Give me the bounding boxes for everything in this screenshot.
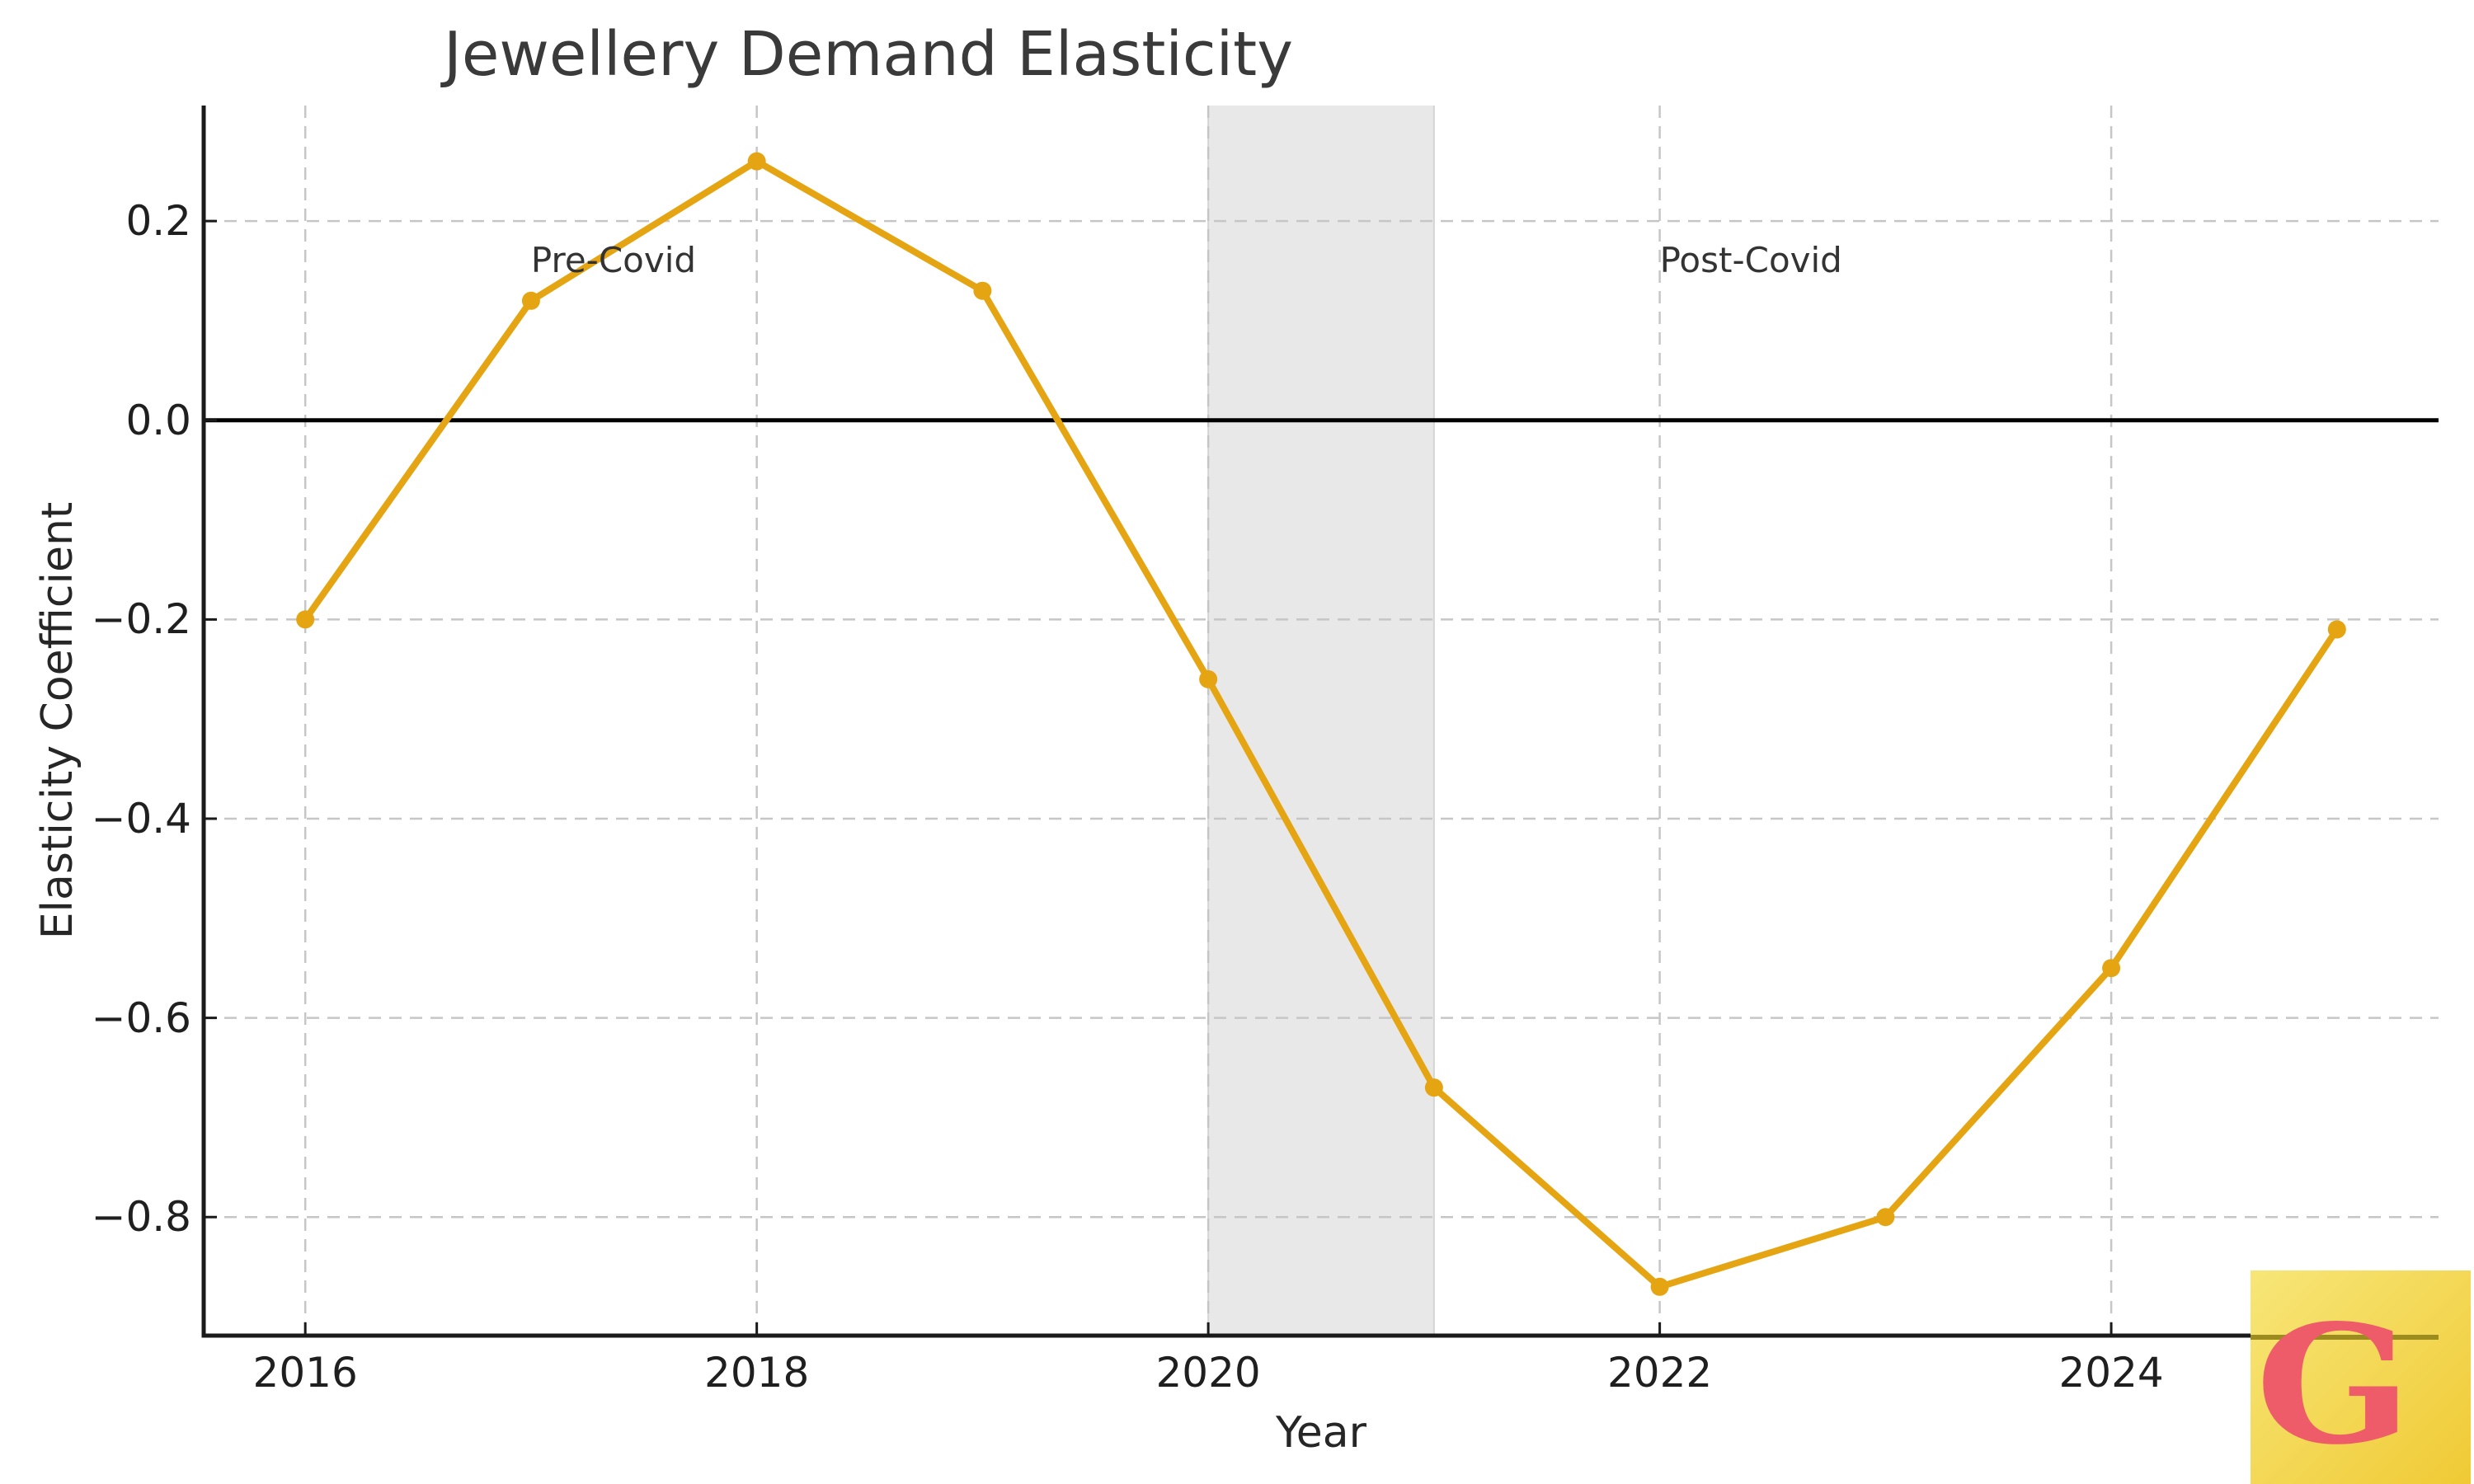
x-tick-label: 2018: [704, 1349, 810, 1397]
data-point-marker: [1650, 1277, 1669, 1296]
annotation-post-covid: Post-Covid: [1659, 239, 1842, 280]
covid-shaded-region: [1208, 106, 1434, 1336]
data-point-marker: [296, 610, 315, 629]
y-axis-label: Elasticity Coefficient: [33, 501, 82, 940]
data-point-marker: [521, 291, 540, 310]
elasticity-line: [302, 157, 2340, 1290]
y-tick-label: −0.4: [91, 794, 191, 843]
x-tick-label: 2024: [2058, 1349, 2164, 1397]
y-tick-label: −0.2: [91, 595, 191, 644]
data-point-marker: [2102, 959, 2121, 978]
data-point-marker: [973, 281, 992, 300]
data-point-marker: [2327, 620, 2346, 639]
chart-title: Jewellery Demand Elasticity: [444, 19, 1293, 90]
x-tick-label: 2022: [1606, 1349, 1713, 1397]
logo-badge: G: [2251, 1270, 2471, 1484]
x-tick-label: 2020: [1155, 1349, 1261, 1397]
x-tick-label: 2016: [252, 1349, 358, 1397]
annotation-pre-covid: Pre-Covid: [530, 239, 697, 280]
data-point-marker: [747, 152, 766, 171]
y-tick-label: 0.0: [125, 396, 191, 444]
y-tick-label: −0.8: [91, 1193, 191, 1242]
x-axis-label: Year: [1275, 1408, 1367, 1458]
data-point-marker: [1876, 1208, 1895, 1227]
y-tick-label: 0.2: [125, 197, 191, 246]
logo-divider-line: [2251, 1335, 2439, 1340]
data-point-marker: [1199, 669, 1218, 688]
data-point-marker: [1424, 1078, 1443, 1097]
y-tick-label: −0.6: [91, 993, 191, 1042]
logo-letter: G: [2255, 1289, 2412, 1481]
